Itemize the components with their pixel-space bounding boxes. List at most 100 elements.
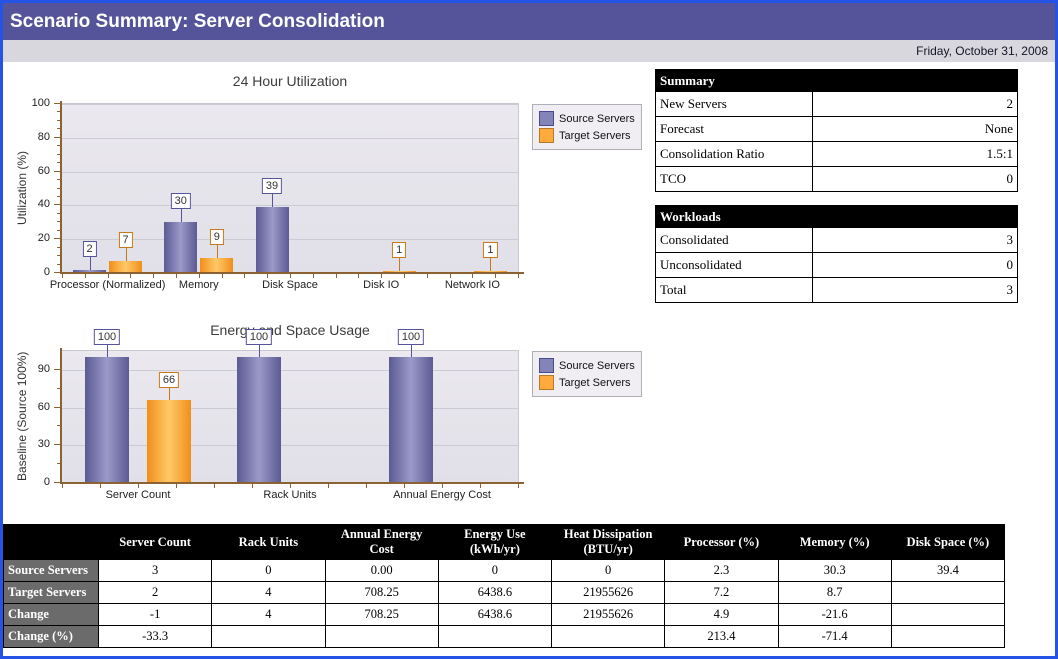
comparison-cell: -33.3: [97, 625, 213, 648]
x-minor-tick: [252, 484, 253, 488]
x-minor-tick: [312, 274, 314, 278]
comparison-column-header: Rack Units: [211, 524, 326, 560]
bar-value-label: 66: [158, 372, 180, 389]
comparison-cell: 21955626: [550, 603, 666, 626]
summary-title: Summary: [655, 69, 1018, 92]
y-tick-label: 0: [43, 266, 50, 278]
x-minor-tick: [404, 484, 405, 488]
x-minor-tick: [176, 274, 177, 278]
y-axis-title: Utilization (%): [15, 150, 29, 225]
summary-value: None: [812, 116, 1018, 142]
y-major-tick: [54, 170, 60, 172]
plot-area: 100 66 100 100: [62, 329, 519, 483]
workloads-table: Workloads Consolidated 3 Unconsolidated 0 Tot…: [655, 205, 1018, 303]
x-minor-tick: [472, 274, 474, 278]
x-minor-tick: [518, 274, 519, 278]
value-label-leader: [89, 256, 91, 270]
comparison-cell: 3: [97, 559, 213, 582]
y-minor-tick: [57, 187, 60, 189]
legend-entry: Source Servers: [539, 358, 635, 373]
comparison-cell: 213.4: [664, 625, 779, 648]
y-tick-label: 60: [37, 164, 50, 177]
summary-label: New Servers: [655, 91, 813, 117]
y-major-tick: [54, 272, 60, 273]
workloads-label: Unconsolidated: [655, 252, 813, 278]
chart-legend: Source Servers Target Servers: [532, 104, 642, 150]
comparison-cell: 0: [211, 559, 326, 582]
gridline: [62, 171, 518, 173]
bar-value-label: 30: [170, 193, 191, 210]
comparison-cell: 4.9: [664, 603, 779, 626]
comparison-row: Change (%) -33.3 213.4 -71.4: [3, 625, 1006, 648]
x-category-label: Disk Space: [262, 279, 318, 291]
x-minor-tick: [62, 484, 63, 488]
comparison-column-header: Energy Use (kWh/yr): [437, 524, 553, 560]
y-minor-tick: [57, 153, 60, 155]
summary-label: Consolidation Ratio: [655, 141, 813, 167]
gridline: [62, 239, 518, 241]
y-minor-tick: [57, 387, 60, 389]
y-minor-tick: [57, 246, 60, 248]
legend-label: Source Servers: [559, 112, 635, 125]
comparison-column-header: Server Count: [97, 524, 213, 560]
y-major-tick: [54, 204, 60, 206]
y-minor-tick: [57, 162, 60, 164]
workloads-title: Workloads: [655, 205, 1018, 228]
y-minor-tick: [57, 145, 60, 147]
comparison-cell: -21.6: [777, 603, 892, 626]
bar: [200, 257, 234, 273]
summary-row: TCO 0: [655, 166, 1018, 192]
x-minor-tick: [381, 274, 383, 278]
value-label-leader: [399, 258, 401, 271]
x-category-label: Rack Units: [263, 489, 317, 501]
gridline: [62, 104, 518, 105]
comparison-row: Source Servers 3 0 0.00 0 0 2.3 30.3 39.4: [3, 559, 1006, 582]
comparison-row: Target Servers 2 4 708.25 6438.6 21955626 7.2 8…: [3, 581, 1006, 604]
x-minor-tick: [518, 484, 519, 488]
y-major-tick: [54, 406, 60, 408]
y-minor-tick: [57, 179, 60, 181]
x-category-label: Server Count: [105, 489, 171, 501]
y-major-tick: [54, 103, 60, 104]
plot-area: 2 7 30 9 39 1 1: [62, 103, 519, 273]
value-label-leader: [411, 345, 412, 358]
comparison-cell: [550, 625, 666, 648]
legend-label: Target Servers: [559, 376, 631, 389]
y-tick-label: 0: [43, 476, 50, 488]
y-minor-tick: [57, 195, 60, 197]
comparison-cell: [890, 581, 1006, 604]
comparison-row-header: Target Servers: [3, 581, 99, 604]
bar-value-label: 100: [93, 329, 121, 346]
bar-value-label: 2: [82, 240, 97, 257]
comparison-cell: 21955626: [550, 581, 666, 604]
comparison-cell: 708.25: [324, 603, 439, 626]
x-minor-tick: [480, 484, 481, 488]
workloads-row: Unconsolidated 0: [655, 252, 1018, 278]
y-minor-tick: [57, 111, 60, 113]
bar: [147, 400, 191, 483]
x-minor-tick: [328, 484, 329, 488]
bar: [164, 222, 198, 273]
comparison-row: Change -1 4 708.25 6438.6 21955626 4.9 -21.6: [3, 603, 1006, 626]
comparison-cell: 6438.6: [437, 581, 553, 604]
comparison-cell: 8.7: [777, 581, 892, 604]
bar: [237, 357, 281, 483]
y-minor-tick: [57, 221, 60, 223]
comparison-cell: 0: [437, 559, 553, 582]
y-tick-label: 40: [37, 198, 50, 211]
legend-swatch: [539, 111, 554, 126]
y-tick-label: 100: [31, 97, 50, 109]
report-date: Friday, October 31, 2008: [3, 40, 1055, 62]
workloads-label: Total: [655, 277, 813, 303]
summary-table: Summary New Servers 2 Forecast None Consolida…: [655, 69, 1018, 192]
x-minor-tick: [290, 274, 291, 278]
x-category-label: Processor (Normalized): [49, 279, 166, 291]
comparison-row-header: Change (%): [3, 625, 99, 648]
comparison-column-header: Annual Energy Cost: [324, 524, 439, 560]
comparison-column-header: Memory (%): [777, 524, 892, 560]
gridline: [62, 137, 518, 139]
comparison-cell: [211, 625, 326, 648]
summary-row: Forecast None: [655, 116, 1018, 142]
y-tick-label: 20: [37, 232, 50, 245]
x-minor-tick: [198, 274, 200, 278]
